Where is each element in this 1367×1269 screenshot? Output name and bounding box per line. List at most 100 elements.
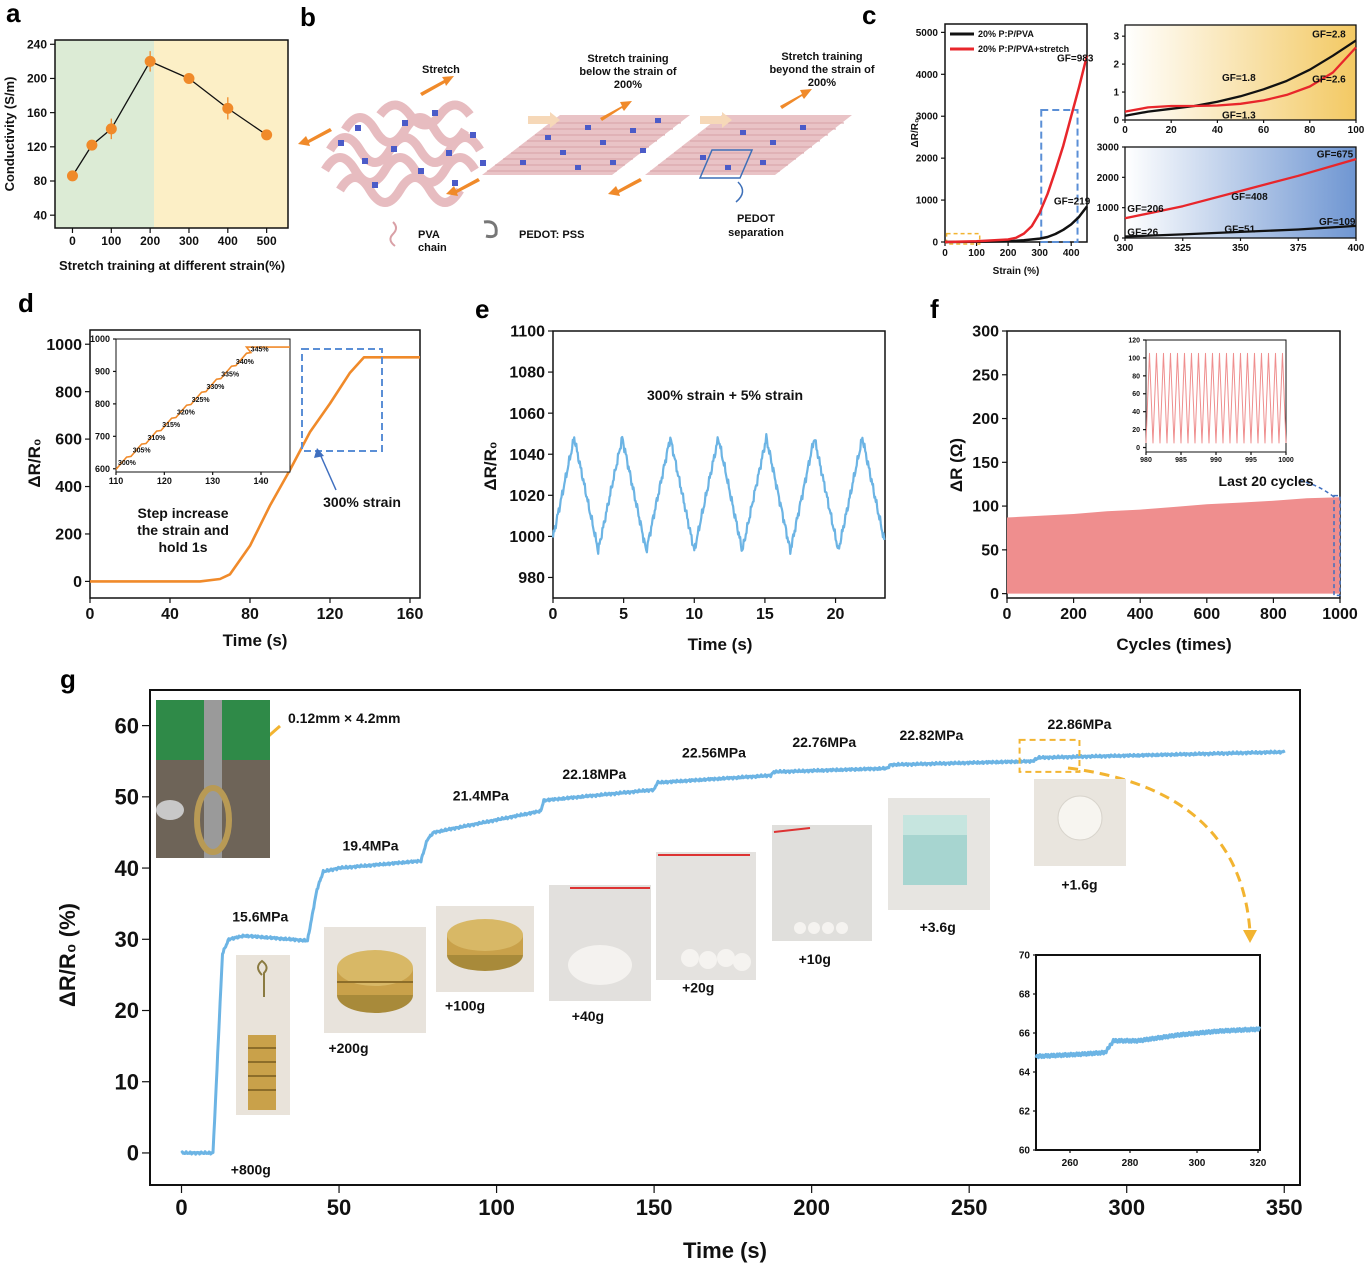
g_inset-ytick-label: 64 (1019, 1068, 1031, 1079)
c-legend-label: 20% P:P/PVA+stretch (978, 44, 1069, 54)
c-inset-top-gf: GF=1.8 (1222, 73, 1256, 84)
c_main-y-axis-label: ΔR/R₀ (910, 119, 921, 148)
panel-label-c: c (862, 0, 876, 30)
bag-40g-photo (549, 885, 651, 1001)
c_main-xtick-label: 400 (1063, 248, 1080, 259)
d_inset-ytick-label: 600 (95, 464, 110, 474)
f-last-cycles-box (1333, 494, 1341, 597)
e-ytick-label: 1000 (509, 529, 545, 546)
panel-label-a: a (6, 0, 21, 28)
e-ytick-label: 1080 (509, 365, 545, 382)
c_inset_bottom-xtick-label: 375 (1290, 243, 1307, 254)
c-inset-bottom-line (1124, 157, 1357, 220)
g_inset-ytick-label: 68 (1019, 990, 1031, 1001)
e-x-axis-label: Time (s) (688, 635, 753, 654)
a-data-point (86, 139, 98, 151)
a-data-point (261, 129, 273, 141)
f-ytick-label: 250 (972, 367, 999, 384)
g-ytick-label: 40 (115, 856, 139, 881)
pva-tangle-illustration (321, 100, 486, 207)
e-cyclic-response-line (551, 433, 886, 555)
a-xtick-label: 300 (179, 234, 199, 248)
e-ytick-label: 980 (518, 570, 545, 587)
f-callout-arrow (1295, 479, 1335, 498)
g-stress-label: 22.86MPa (1048, 716, 1112, 732)
d-frame (89, 329, 421, 599)
pedot-legend-label: PEDOT: PSS (519, 229, 584, 241)
d-annotation-step: Step increase (137, 505, 228, 521)
c_main-x-axis-label: Strain (%) (993, 266, 1040, 277)
d-arrow-head (314, 448, 324, 458)
d-arrow-line (319, 453, 337, 491)
beyond-line-2: beyond the strain of (769, 64, 874, 76)
g-ytick-label: 60 (115, 713, 139, 738)
c-inset-top-line (1124, 46, 1357, 113)
g-stress-label: 19.4MPa (343, 837, 399, 853)
g-ytick-label: 10 (115, 1069, 139, 1094)
c_main-ytick-label: 2000 (916, 154, 939, 165)
c-inset-bottom-gf: GF=408 (1231, 192, 1268, 203)
d-inset-step-label: 330% (206, 384, 225, 391)
g-ytick-label: 0 (127, 1141, 139, 1166)
c_inset_top-xtick-label: 100 (1348, 125, 1365, 136)
d-inset-step-label: 325% (192, 397, 211, 404)
a-xtick-label: 0 (69, 234, 76, 248)
c_inset_bottom-xtick-label: 400 (1348, 243, 1365, 254)
c_inset_top-ytick-label: 2 (1113, 60, 1119, 71)
g-stress-label: 22.56MPa (682, 745, 746, 761)
a-ytick-label: 200 (27, 72, 47, 86)
f_inset-xtick-label: 995 (1245, 457, 1257, 464)
g_inset-frame (1035, 954, 1261, 1151)
e-xtick-label: 10 (685, 606, 703, 623)
e-frame (552, 330, 886, 599)
c_main-xtick-label: 200 (1000, 248, 1017, 259)
e-xtick-label: 5 (619, 606, 628, 623)
a-data-point (183, 72, 195, 84)
d-inset-step-label: 335% (221, 372, 240, 379)
g_inset-ytick-label: 66 (1019, 1029, 1031, 1040)
g-stress-label: 22.76MPa (792, 734, 856, 750)
g-inset-xtick-label: 300 (1189, 1158, 1206, 1169)
c_inset_bottom-xtick-label: 350 (1232, 243, 1249, 254)
a-xtick-label: 200 (140, 234, 160, 248)
c_inset_bottom-xtick-label: 325 (1174, 243, 1191, 254)
d-inset-staircase (115, 346, 290, 470)
weight-200g-photo (324, 927, 426, 1033)
e-ytick-label: 1100 (510, 324, 545, 341)
a-xtick-label: 100 (101, 234, 121, 248)
d_inset-xtick-label: 130 (205, 476, 220, 486)
a-data-point (144, 55, 156, 67)
d-inset-step-label: 320% (177, 410, 196, 417)
c_main-ytick-label: 0 (932, 238, 938, 249)
f-ytick-label: 100 (972, 499, 999, 516)
f_inset-xtick-label: 1000 (1278, 457, 1294, 464)
e-ytick-label: 1060 (509, 406, 545, 423)
c_main-ytick-label: 3000 (916, 112, 939, 123)
g-added-weight-label: +10g (799, 951, 831, 967)
f_inset-xtick-label: 985 (1175, 457, 1187, 464)
c_inset_top-xtick-label: 20 (1166, 125, 1178, 136)
c_main-xtick-label: 300 (1031, 248, 1048, 259)
separation-line-2: separation (728, 227, 784, 239)
c_inset_top-xtick-label: 40 (1212, 125, 1224, 136)
ball-1.6g-photo (1034, 779, 1126, 866)
aligned-fibers-beyond (645, 115, 852, 179)
f_inset-ytick-label: 120 (1128, 337, 1140, 344)
cbot-background (1125, 147, 1356, 238)
c_inset_bottom-ytick-label: 2000 (1097, 173, 1120, 184)
c_inset_top-ytick-label: 3 (1113, 32, 1119, 43)
d-annotation-step: hold 1s (158, 539, 207, 555)
g-x-axis-label: Time (s) (683, 1238, 767, 1263)
d-inset-step-label: 315% (162, 422, 181, 429)
hook-weight-photo (236, 955, 290, 1115)
f_inset-ytick-label: 0 (1136, 445, 1140, 452)
g-zoom-box (1018, 738, 1081, 773)
c_main-xtick-label: 0 (942, 248, 948, 259)
c-inset-bottom-line (1124, 224, 1357, 238)
g-added-weight-label: +20g (682, 980, 714, 996)
a-ytick-label: 240 (27, 37, 47, 51)
c_main-ytick-label: 4000 (916, 70, 939, 81)
a-ytick-label: 40 (34, 208, 48, 222)
panel-label-d: d (18, 288, 34, 318)
